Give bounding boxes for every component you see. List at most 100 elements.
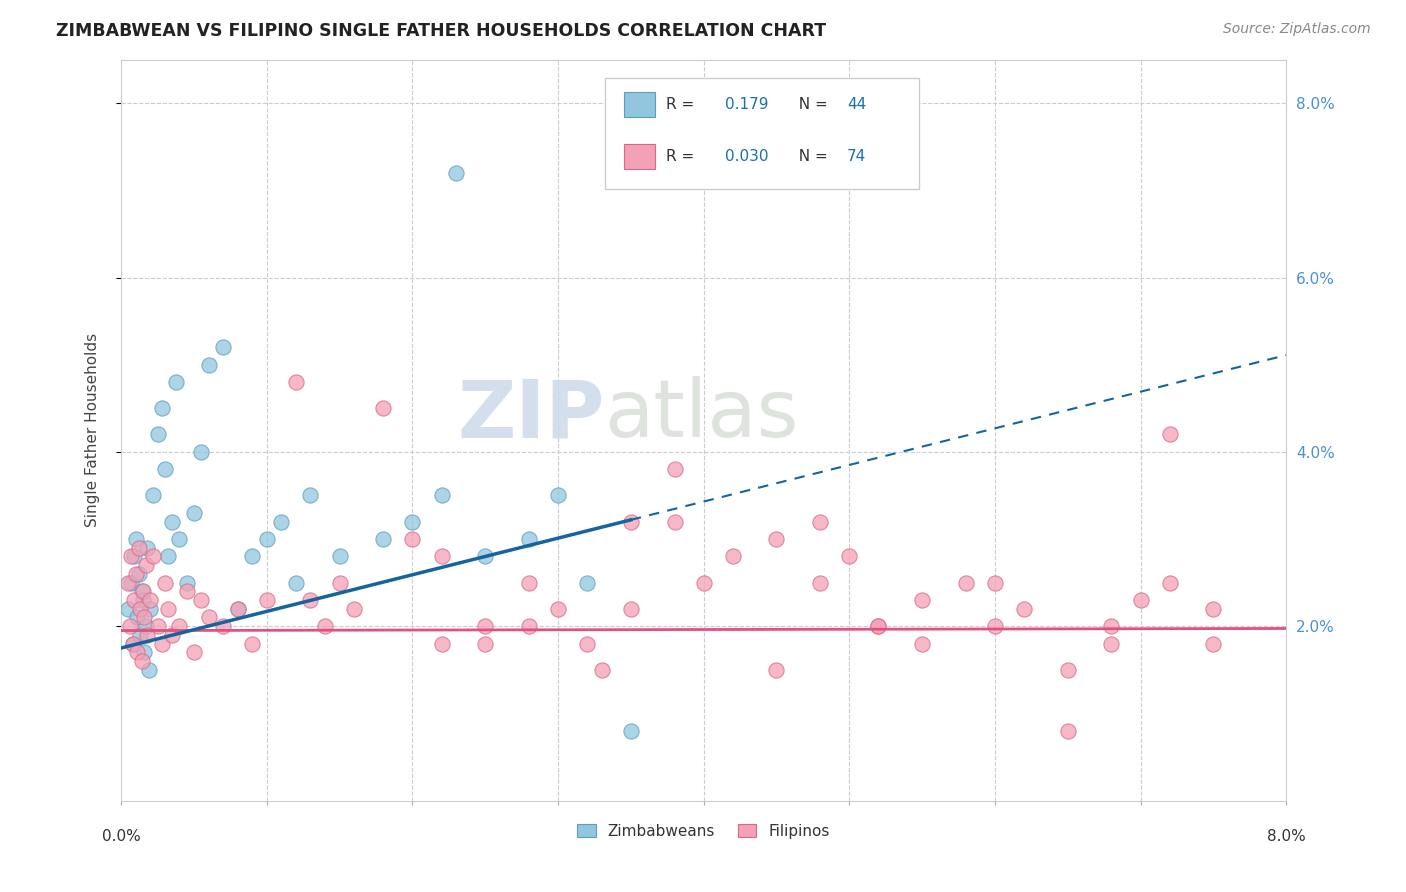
Point	[129, 601, 152, 615]
Point	[401, 515, 423, 529]
Point	[166, 375, 188, 389]
Point	[135, 558, 157, 573]
Point	[121, 637, 143, 651]
Point	[299, 488, 322, 502]
Text: R =: R =	[666, 149, 700, 164]
Point	[547, 488, 569, 502]
Point	[299, 593, 322, 607]
Point	[664, 515, 686, 529]
Text: 8.0%: 8.0%	[1267, 830, 1306, 845]
Point	[150, 401, 173, 416]
Point	[1099, 619, 1122, 633]
Point	[808, 575, 831, 590]
Point	[156, 549, 179, 564]
Text: 0.179: 0.179	[724, 97, 768, 112]
Point	[136, 541, 159, 555]
Point	[620, 723, 643, 738]
Point	[139, 601, 162, 615]
Point	[984, 619, 1007, 633]
Point	[129, 628, 152, 642]
Point	[160, 628, 183, 642]
Point	[190, 445, 212, 459]
Point	[721, 549, 744, 564]
Point	[373, 401, 395, 416]
Point	[692, 575, 714, 590]
Text: N =: N =	[789, 97, 832, 112]
Point	[329, 575, 352, 590]
Text: ZIMBABWEAN VS FILIPINO SINGLE FATHER HOUSEHOLDS CORRELATION CHART: ZIMBABWEAN VS FILIPINO SINGLE FATHER HOU…	[56, 22, 827, 40]
Point	[128, 566, 150, 581]
Text: 44: 44	[846, 97, 866, 112]
Point	[314, 619, 336, 633]
Point	[270, 515, 292, 529]
Point	[176, 584, 198, 599]
Legend: Zimbabweans, Filipinos: Zimbabweans, Filipinos	[571, 817, 837, 845]
Point	[134, 645, 156, 659]
Point	[146, 427, 169, 442]
Point	[444, 166, 467, 180]
Point	[169, 532, 191, 546]
Point	[911, 637, 934, 651]
Text: 0.030: 0.030	[724, 149, 768, 164]
Point	[156, 601, 179, 615]
Point	[132, 593, 155, 607]
Point	[135, 619, 157, 633]
Text: 74: 74	[846, 149, 866, 164]
Point	[517, 575, 540, 590]
Point	[664, 462, 686, 476]
Text: ZIP: ZIP	[457, 376, 605, 454]
Point	[765, 532, 787, 546]
Text: R =: R =	[666, 97, 704, 112]
Point	[127, 645, 149, 659]
Point	[547, 601, 569, 615]
Point	[127, 610, 149, 624]
Point	[474, 619, 496, 633]
Point	[576, 575, 599, 590]
Point	[160, 515, 183, 529]
Point	[591, 663, 613, 677]
FancyBboxPatch shape	[624, 92, 655, 118]
Point	[343, 601, 366, 615]
Point	[183, 645, 205, 659]
Point	[197, 610, 219, 624]
Point	[122, 593, 145, 607]
Text: Source: ZipAtlas.com: Source: ZipAtlas.com	[1223, 22, 1371, 37]
Point	[1099, 637, 1122, 651]
Point	[117, 575, 139, 590]
Point	[430, 637, 453, 651]
Point	[125, 532, 148, 546]
Point	[1129, 593, 1152, 607]
Text: atlas: atlas	[605, 376, 799, 454]
Point	[150, 637, 173, 651]
Point	[284, 575, 307, 590]
FancyBboxPatch shape	[605, 78, 920, 189]
Point	[153, 462, 176, 476]
Point	[128, 541, 150, 555]
Point	[176, 575, 198, 590]
Point	[138, 663, 160, 677]
Point	[226, 601, 249, 615]
Point	[146, 619, 169, 633]
Point	[576, 637, 599, 651]
Point	[1159, 575, 1181, 590]
Point	[256, 532, 278, 546]
Point	[153, 575, 176, 590]
Point	[620, 601, 643, 615]
Point	[284, 375, 307, 389]
Point	[1159, 427, 1181, 442]
Point	[430, 488, 453, 502]
Point	[517, 532, 540, 546]
Point	[765, 663, 787, 677]
Point	[212, 340, 235, 354]
Point	[620, 515, 643, 529]
Point	[132, 584, 155, 599]
Point	[183, 506, 205, 520]
Point	[117, 601, 139, 615]
Point	[373, 532, 395, 546]
Point	[120, 575, 142, 590]
Point	[955, 575, 977, 590]
Text: 0.0%: 0.0%	[101, 830, 141, 845]
Point	[984, 575, 1007, 590]
Text: N =: N =	[789, 149, 832, 164]
Point	[226, 601, 249, 615]
